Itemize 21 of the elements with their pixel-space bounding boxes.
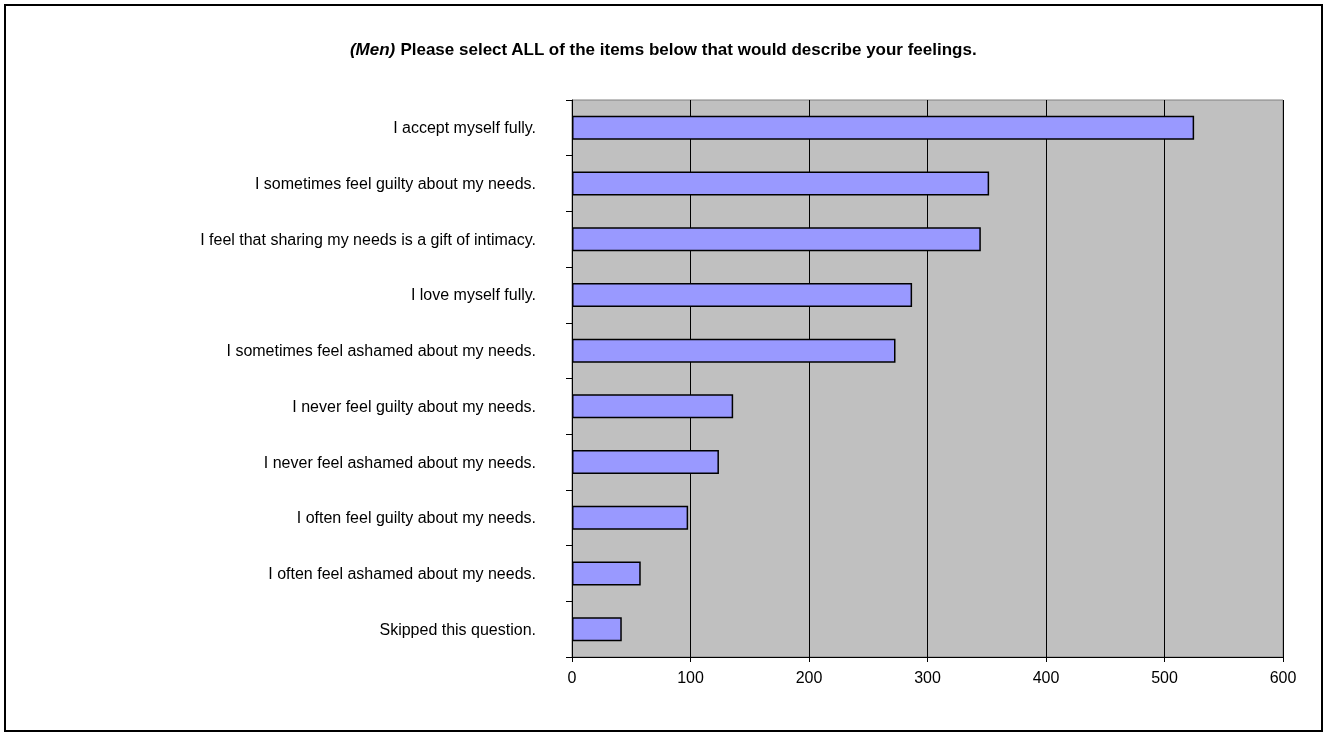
y-tick-label: I sometimes feel guilty about my needs. bbox=[254, 175, 536, 193]
chart-title: (Men) Please select ALL of the items below that would describe your feelings. bbox=[349, 40, 977, 59]
y-tick-label: I love myself fully. bbox=[410, 286, 536, 304]
x-tick-label: 600 bbox=[1269, 668, 1297, 686]
bar bbox=[572, 561, 641, 586]
y-tick-label: Skipped this question. bbox=[379, 620, 536, 638]
x-tick-label: 500 bbox=[1151, 668, 1178, 686]
y-tick-label: I never feel ashamed about my needs. bbox=[263, 453, 536, 471]
y-tick-label: I often feel ashamed about my needs. bbox=[268, 564, 536, 582]
x-tick-label: 200 bbox=[795, 668, 823, 686]
y-tick-label: I often feel guilty about my needs. bbox=[296, 509, 536, 527]
bar bbox=[572, 617, 622, 642]
x-tick-label: 300 bbox=[914, 668, 941, 686]
x-tick-label: 400 bbox=[1032, 668, 1060, 686]
y-tick-label: I accept myself fully. bbox=[393, 119, 536, 137]
y-tick-label: I feel that sharing my needs is a gift of intimacy. bbox=[200, 230, 536, 248]
x-tick-label: 100 bbox=[677, 668, 704, 686]
bar bbox=[572, 505, 689, 530]
y-tick-label: I never feel guilty about my needs. bbox=[292, 397, 536, 415]
x-tick-label: 0 bbox=[567, 668, 577, 686]
y-tick-label: I sometimes feel ashamed about my needs. bbox=[226, 342, 536, 360]
